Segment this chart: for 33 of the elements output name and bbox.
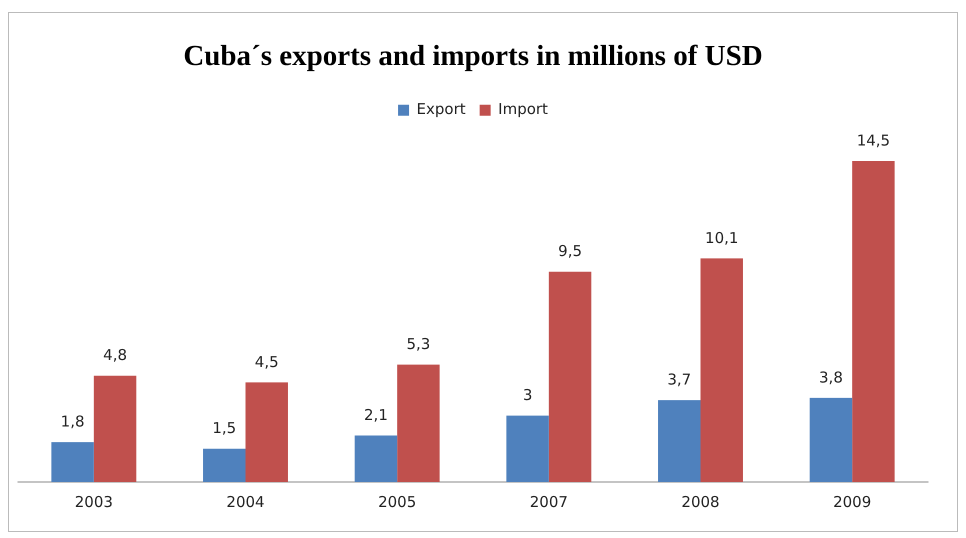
bar (203, 448, 246, 482)
bar (506, 416, 549, 482)
bar (810, 398, 852, 482)
x-tick-label: 2009 (833, 492, 872, 511)
x-tick-label: 2004 (226, 492, 265, 511)
data-label: 5,3 (406, 335, 430, 354)
legend-label: Export (416, 100, 466, 118)
data-label: 4,8 (103, 346, 127, 364)
data-label: 1,8 (60, 412, 85, 431)
bar (397, 364, 440, 482)
bar (548, 272, 592, 482)
data-label: 3 (522, 386, 532, 404)
bar (246, 382, 288, 482)
data-label: 4,5 (254, 352, 279, 371)
data-label: 1,5 (212, 419, 236, 438)
data-label: 3,7 (667, 370, 692, 388)
bar (658, 400, 700, 482)
data-label: 10,1 (705, 228, 738, 247)
x-tick-label: 2003 (74, 492, 113, 511)
bar (700, 258, 743, 482)
data-label: 3,8 (819, 368, 843, 386)
bar (94, 376, 136, 482)
bar (852, 161, 895, 482)
x-tick-label: 2005 (378, 492, 416, 511)
x-tick-label: 2007 (530, 492, 568, 511)
legend-label: Import (498, 100, 548, 118)
data-label: 2,1 (364, 406, 388, 424)
data-label: 14,5 (856, 131, 890, 150)
chart-title: Cuba´s exports and imports in millions of USD (183, 40, 763, 72)
bar (51, 442, 94, 482)
x-tick-label: 2008 (681, 492, 720, 511)
bar (354, 436, 398, 482)
data-label: 9,5 (558, 242, 582, 260)
